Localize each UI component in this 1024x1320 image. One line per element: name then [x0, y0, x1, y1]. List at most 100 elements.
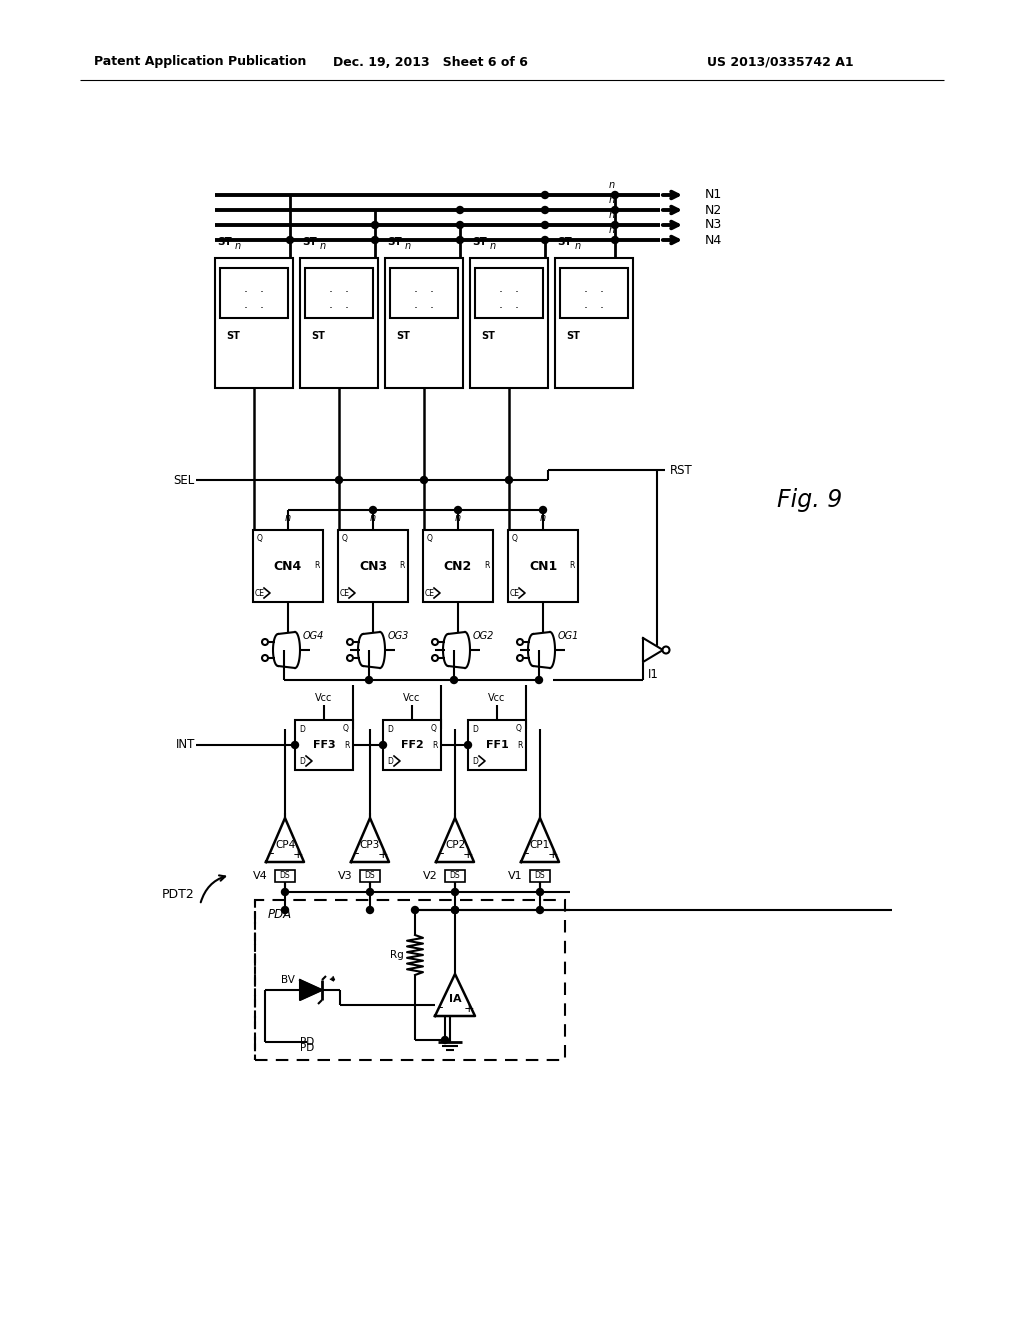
Text: +: + [378, 847, 388, 861]
Text: R: R [432, 741, 437, 750]
Text: n: n [370, 513, 376, 523]
Text: ST: ST [557, 238, 571, 247]
Text: Q: Q [431, 725, 437, 734]
Text: n: n [575, 242, 582, 251]
Text: CE: CE [510, 589, 520, 598]
Text: CN3: CN3 [359, 560, 387, 573]
Bar [470, 257, 548, 388]
Bar [295, 719, 353, 770]
Circle shape [465, 742, 471, 748]
Text: n: n [609, 195, 615, 205]
Circle shape [421, 477, 427, 483]
Circle shape [537, 907, 544, 913]
Bar [220, 268, 288, 318]
Bar [275, 870, 295, 882]
Text: Vcc: Vcc [488, 693, 506, 704]
Circle shape [336, 477, 342, 483]
Text: ·   ·: · · [329, 286, 349, 300]
Text: ST: ST [387, 238, 401, 247]
Circle shape [452, 888, 459, 895]
Circle shape [663, 647, 670, 653]
Circle shape [367, 907, 374, 913]
Text: CE: CE [255, 589, 265, 598]
Text: +: + [293, 847, 303, 861]
Text: Vcc: Vcc [315, 693, 333, 704]
Text: R: R [399, 561, 404, 570]
Text: CN4: CN4 [273, 560, 302, 573]
Circle shape [517, 655, 523, 661]
Text: -: - [438, 1002, 443, 1015]
Text: OG3: OG3 [387, 631, 409, 642]
Circle shape [457, 236, 464, 243]
Text: DS: DS [535, 871, 546, 880]
Text: N1: N1 [705, 189, 722, 202]
Bar [555, 257, 633, 388]
Text: Fig. 9: Fig. 9 [777, 488, 843, 512]
Circle shape [540, 507, 547, 513]
Bar [508, 531, 578, 602]
Text: FF3: FF3 [312, 741, 335, 750]
Polygon shape [643, 638, 663, 663]
Bar [445, 870, 465, 882]
Circle shape [367, 888, 374, 895]
Polygon shape [300, 979, 322, 1001]
Text: -: - [439, 847, 444, 861]
Text: ·   ·: · · [499, 286, 519, 300]
Text: CN2: CN2 [443, 560, 472, 573]
Circle shape [542, 222, 549, 228]
Circle shape [537, 888, 544, 895]
Text: n: n [406, 242, 411, 251]
Text: n: n [540, 513, 546, 523]
Text: ·   ·: · · [584, 286, 604, 300]
Text: CP2: CP2 [444, 840, 465, 850]
Text: CE: CE [425, 589, 435, 598]
Text: DS: DS [365, 871, 376, 880]
Text: D: D [387, 756, 393, 766]
Text: ST: ST [217, 238, 231, 247]
Text: Q: Q [257, 535, 263, 544]
Text: D: D [299, 756, 305, 766]
Bar [383, 719, 441, 770]
Text: ST: ST [302, 238, 316, 247]
Text: CN1: CN1 [528, 560, 557, 573]
Text: ·   ·: · · [244, 286, 264, 300]
Text: R: R [344, 741, 349, 750]
Bar [423, 531, 493, 602]
Text: n: n [234, 242, 241, 251]
Bar [530, 870, 550, 882]
Bar [475, 268, 543, 318]
Text: ST: ST [566, 331, 580, 341]
Text: PDA: PDA [268, 908, 292, 920]
Circle shape [432, 639, 438, 645]
Circle shape [282, 907, 289, 913]
Text: DS: DS [450, 871, 461, 880]
Circle shape [611, 222, 618, 228]
Text: -: - [269, 847, 274, 861]
Text: RST: RST [670, 463, 693, 477]
Circle shape [611, 206, 618, 214]
Bar [253, 531, 323, 602]
Text: Rg: Rg [390, 950, 403, 960]
Circle shape [542, 236, 549, 243]
Circle shape [432, 655, 438, 661]
Text: PD: PD [300, 1038, 314, 1047]
Circle shape [372, 222, 379, 228]
Text: FF2: FF2 [400, 741, 423, 750]
Text: CP3: CP3 [359, 840, 380, 850]
Text: DS: DS [280, 871, 291, 880]
Text: I1: I1 [647, 668, 658, 681]
Bar [468, 719, 526, 770]
Text: -: - [354, 847, 359, 861]
Text: ·   ·: · · [499, 301, 519, 314]
Text: ST: ST [311, 331, 325, 341]
Circle shape [370, 507, 377, 513]
Text: BV: BV [281, 975, 295, 985]
Circle shape [517, 639, 523, 645]
Bar [215, 257, 293, 388]
Text: US 2013/0335742 A1: US 2013/0335742 A1 [707, 55, 853, 69]
Text: +: + [463, 847, 473, 861]
Bar [560, 268, 628, 318]
Text: CP1: CP1 [529, 840, 550, 850]
Text: ST: ST [481, 331, 495, 341]
Circle shape [452, 907, 459, 913]
